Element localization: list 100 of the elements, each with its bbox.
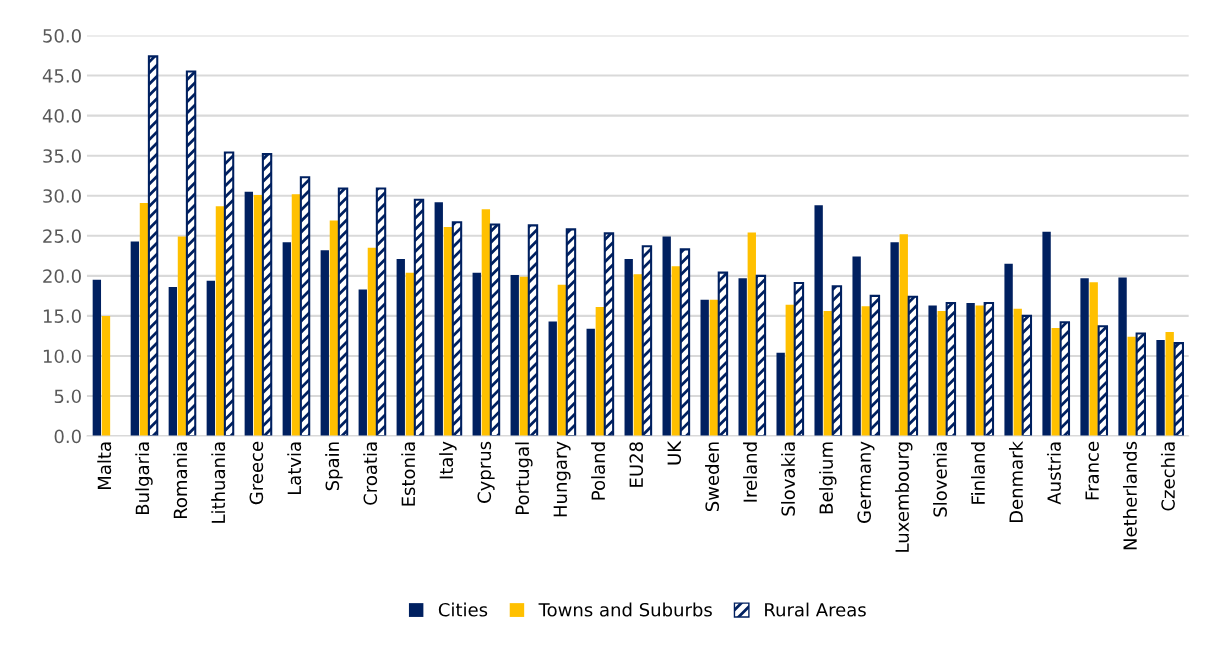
bar xyxy=(375,187,387,437)
bar xyxy=(185,70,197,437)
bar xyxy=(206,280,215,437)
x-tick-label: Spain xyxy=(325,442,343,491)
bar xyxy=(396,259,405,437)
bar xyxy=(624,259,633,437)
bar xyxy=(709,299,718,437)
bar xyxy=(282,242,291,437)
x-tick-label: Portugal xyxy=(515,442,533,514)
bar xyxy=(1021,314,1033,437)
bar xyxy=(937,311,946,437)
x-tick-label: Netherlands xyxy=(1122,441,1137,550)
bar xyxy=(358,289,367,437)
x-tick-label: Sweden xyxy=(705,442,720,512)
bar xyxy=(101,315,111,437)
bar xyxy=(1127,336,1136,437)
x-tick-label: Cyprus xyxy=(477,441,495,503)
x-tick-label: Luxembourg xyxy=(895,442,913,552)
bar xyxy=(1165,331,1174,437)
legend-label: Cities xyxy=(438,602,488,617)
y-tick-label: 5.0 xyxy=(54,389,81,404)
bar xyxy=(565,228,577,437)
bar xyxy=(1051,327,1060,437)
bar xyxy=(244,191,253,437)
bar xyxy=(869,294,881,437)
bar xyxy=(434,202,443,437)
x-tick-label: Ireland xyxy=(743,442,758,502)
bar xyxy=(130,241,140,437)
bar xyxy=(975,305,984,437)
bar xyxy=(603,232,615,437)
bar xyxy=(489,223,501,437)
bar xyxy=(945,302,957,437)
bar xyxy=(700,299,709,437)
x-tick-label: Italy xyxy=(439,441,457,479)
bar xyxy=(907,295,919,437)
x-tick-label: Slovakia xyxy=(781,442,796,516)
bar xyxy=(405,272,415,437)
y-tick-label: 50.0 xyxy=(43,28,81,43)
x-tick-label: France xyxy=(1085,441,1099,500)
bar xyxy=(548,321,557,437)
bar xyxy=(1173,342,1185,437)
bar xyxy=(92,279,102,437)
bar xyxy=(793,282,805,437)
y-tick-label: 25.0 xyxy=(43,229,81,243)
bar xyxy=(586,328,595,437)
bar xyxy=(861,306,870,437)
bar xyxy=(519,276,529,437)
bar xyxy=(776,352,785,437)
bar xyxy=(738,278,747,437)
bar xyxy=(1042,231,1051,437)
bar xyxy=(291,194,301,437)
y-tick-label: 10.0 xyxy=(43,349,81,364)
x-tick-label: Latvia xyxy=(287,442,302,495)
bar xyxy=(253,194,263,437)
bar xyxy=(472,272,481,437)
bar xyxy=(1089,282,1098,437)
x-tick-label: Lithuania xyxy=(211,442,226,523)
y-tick-label: 30.0 xyxy=(43,189,81,203)
bar xyxy=(890,242,899,437)
bar xyxy=(215,206,225,437)
x-tick-label: Slovenia xyxy=(933,442,947,517)
y-tick-label: 15.0 xyxy=(43,309,81,324)
bar xyxy=(671,266,680,437)
bar xyxy=(451,221,463,437)
y-tick-label: 0.0 xyxy=(54,429,81,444)
x-tick-label: Romania xyxy=(173,442,188,519)
bar xyxy=(595,307,605,437)
bar xyxy=(527,224,539,437)
bar xyxy=(1097,325,1109,437)
x-tick-label: Germany xyxy=(857,441,875,523)
bar xyxy=(510,275,519,437)
bar xyxy=(633,274,642,437)
bar xyxy=(337,187,349,437)
bar xyxy=(139,202,149,437)
bar xyxy=(1013,308,1022,437)
bar xyxy=(299,176,311,437)
legend-label: Rural Areas xyxy=(765,602,866,617)
bar xyxy=(966,303,975,437)
legend-label: Towns and Suburbs xyxy=(538,602,712,617)
x-tick-label: Poland xyxy=(591,442,606,500)
bar xyxy=(899,234,908,437)
bar xyxy=(1156,339,1165,437)
bar xyxy=(1080,278,1089,437)
x-tick-label: Bulgaria xyxy=(135,442,153,515)
bar xyxy=(641,245,653,437)
x-tick-label: EU28 xyxy=(629,442,644,487)
bar xyxy=(413,198,425,437)
bar xyxy=(823,311,832,437)
x-tick-label: UK xyxy=(667,440,682,465)
bar xyxy=(147,55,159,437)
bar xyxy=(814,205,823,437)
bar xyxy=(320,250,329,437)
x-tick-label: Finland xyxy=(970,442,985,504)
y-tick-label: 45.0 xyxy=(42,69,81,83)
x-tick-label: Belgium xyxy=(819,442,837,514)
bar xyxy=(1135,332,1147,437)
bar xyxy=(717,271,729,437)
bar xyxy=(1059,321,1071,437)
bar xyxy=(261,153,273,437)
x-tick-label: Croatia xyxy=(363,442,378,505)
